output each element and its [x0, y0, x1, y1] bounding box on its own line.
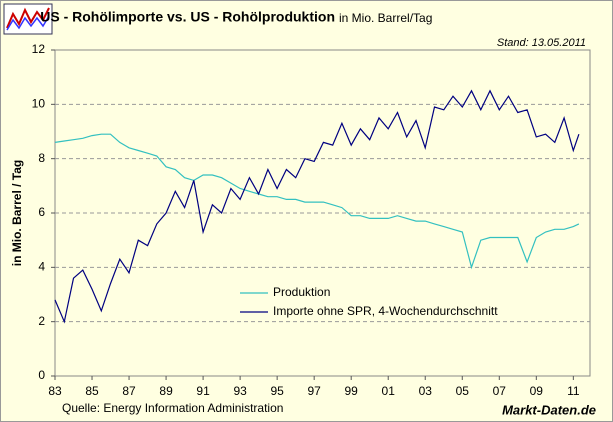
legend-label: Importe ohne SPR, 4-Wochendurchschnitt: [273, 304, 498, 318]
x-tick-label: 95: [270, 384, 284, 398]
y-tick-label: 0: [38, 368, 45, 382]
legend-label: Produktion: [273, 285, 330, 299]
x-tick-label: 89: [159, 384, 173, 398]
x-tick-label: 97: [307, 384, 321, 398]
chart-title: US - Rohölimporte vs. US - Rohölprodukti…: [40, 9, 335, 25]
chart-title-unit: in Mio. Barrel/Tag: [339, 11, 432, 25]
y-tick-label: 2: [38, 314, 45, 328]
y-tick-label: 4: [38, 260, 45, 274]
x-tick-label: 83: [48, 384, 62, 398]
x-tick-label: 11: [567, 384, 580, 398]
source: Quelle: Energy Information Administratio…: [62, 401, 283, 415]
series-line: [54, 133, 580, 270]
y-tick-label: 6: [38, 205, 45, 219]
x-tick-label: 85: [85, 384, 99, 398]
x-tick-label: 93: [233, 384, 247, 398]
logo: [3, 3, 53, 35]
x-tick-label: 03: [419, 384, 433, 398]
date-note: Stand: 13.05.2011: [497, 37, 586, 49]
x-tick-label: 87: [122, 384, 136, 398]
x-tick-label: 01: [382, 384, 396, 398]
brand: Markt-Daten.de: [502, 402, 596, 417]
x-tick-label: 91: [196, 384, 210, 398]
y-axis-label: in Mio. Barrel / Tag: [10, 160, 24, 266]
y-tick-label: 8: [38, 151, 45, 165]
x-tick-label: 05: [456, 384, 470, 398]
x-tick-label: 09: [530, 384, 544, 398]
y-tick-label: 12: [32, 42, 46, 56]
x-tick-label: 07: [493, 384, 507, 398]
series-line: [54, 89, 580, 324]
y-tick-label: 10: [32, 97, 46, 111]
x-tick-label: 99: [345, 384, 359, 398]
